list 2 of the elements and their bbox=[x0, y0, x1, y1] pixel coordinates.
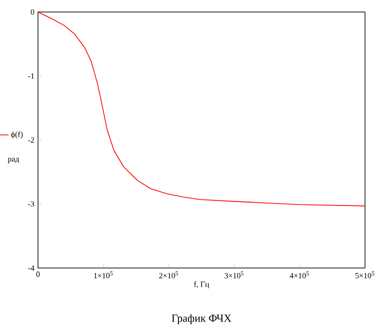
text: График ФЧХ bbox=[172, 314, 232, 324]
line-series bbox=[38, 12, 366, 206]
